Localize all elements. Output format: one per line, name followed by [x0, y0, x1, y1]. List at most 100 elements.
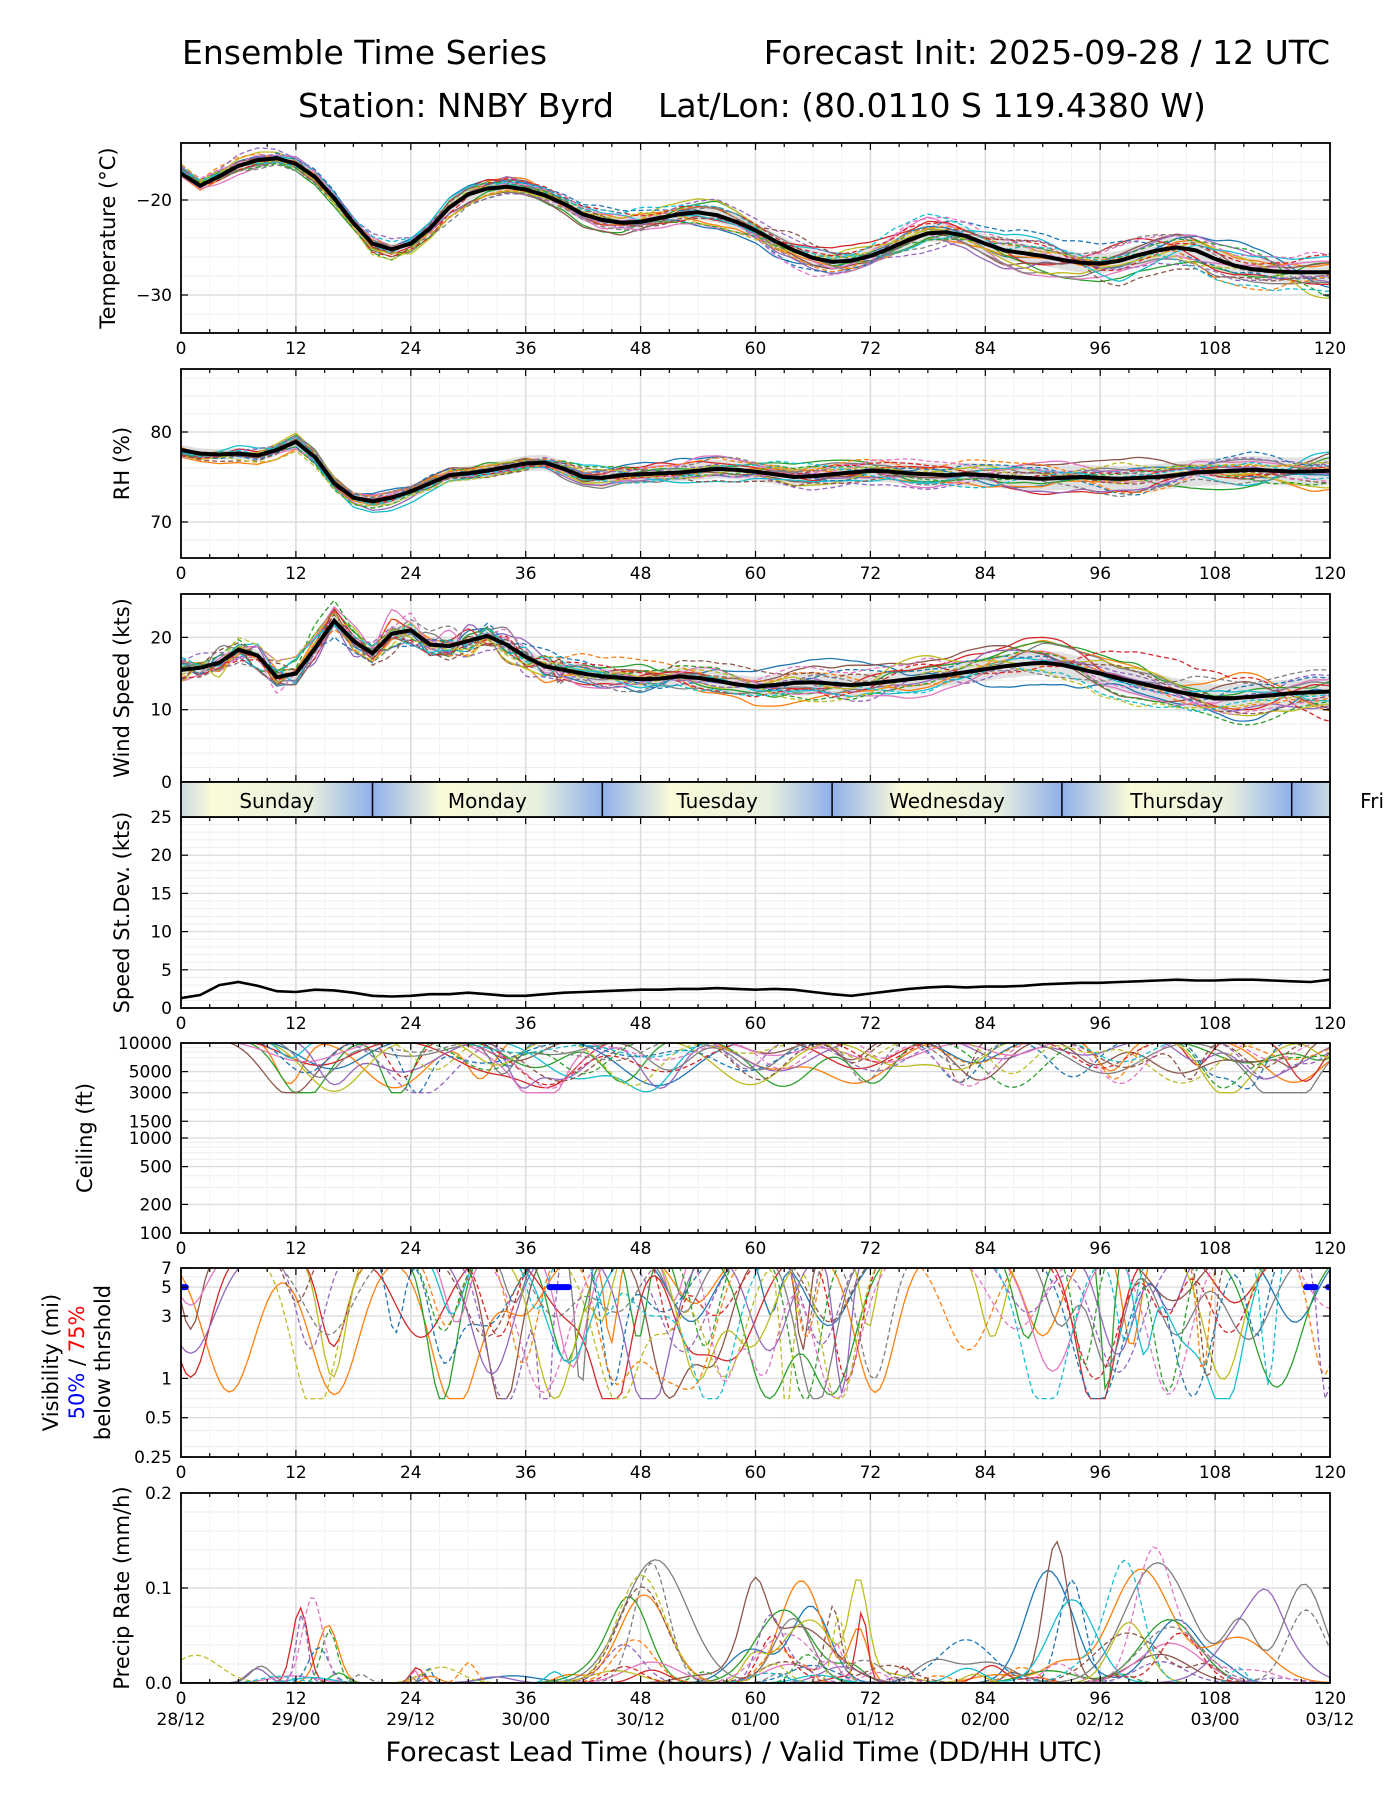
ensemble-mean-line [181, 439, 1330, 504]
y-tick-label: 3000 [129, 1084, 172, 1104]
y-tick-label: 1000 [129, 1129, 172, 1149]
x-tick-label: 72 [860, 1239, 882, 1259]
member-line [181, 613, 1330, 715]
valid-time-label: 02/12 [1076, 1710, 1125, 1730]
y-axis-label: Wind Speed (kts) [110, 598, 134, 778]
member-line [181, 160, 1330, 275]
x-tick-label: 84 [974, 1239, 996, 1259]
x-tick-label: 48 [630, 1689, 652, 1709]
y-axis-label-sub: below thrshold [91, 1285, 115, 1440]
x-tick-label: 84 [974, 1689, 996, 1709]
x-tick-label: 72 [860, 1463, 882, 1483]
title-left: Ensemble Time Series [182, 33, 547, 72]
member-line [410, 1268, 1330, 1400]
x-tick-label: 24 [400, 1689, 422, 1709]
y-axis-label: Ceiling (ft) [73, 1083, 97, 1193]
y-tick-label: 5 [161, 1278, 172, 1298]
member-line [379, 1268, 1277, 1400]
x-tick-label: 108 [1199, 1239, 1231, 1259]
series-line-std [181, 978, 1330, 1000]
day-cell [1061, 782, 1292, 817]
member-line [181, 605, 1330, 707]
member-line [181, 1562, 1330, 1683]
y-tick-label: 500 [140, 1158, 172, 1178]
day-label: Fri [1360, 789, 1384, 813]
ensemble-mean-line [181, 156, 1330, 275]
member-line [181, 608, 1330, 698]
member-line [181, 158, 1330, 287]
latlon-label: Lat/Lon: (80.0110 S 119.4380 W) [658, 86, 1206, 125]
member-line [468, 1268, 1267, 1382]
x-tick-label: 24 [400, 1463, 422, 1483]
y-tick-label: 70 [150, 513, 172, 533]
member-line [181, 159, 1330, 272]
x-tick-label: 12 [285, 564, 307, 584]
x-tick-label: 48 [630, 1014, 652, 1034]
x-tick-label: 120 [1314, 339, 1346, 359]
member-line [233, 1043, 1056, 1094]
member-line [181, 147, 1330, 282]
member-line [295, 1043, 1330, 1089]
x-tick-label: 0 [176, 564, 187, 584]
member-line [258, 1043, 1285, 1094]
member-line [491, 1268, 1330, 1400]
x-tick-label: 48 [630, 1239, 652, 1259]
day-bar: Sunday Monday Tuesday Wednesday Thursday Fri [180, 781, 1384, 818]
x-tick-label: 36 [515, 1463, 537, 1483]
x-tick-label: 0 [176, 1463, 187, 1483]
x-tick-label: 96 [1089, 1239, 1111, 1259]
x-tick-label: 84 [974, 1014, 996, 1034]
member-line [181, 154, 1330, 278]
panel-visibility: 0 12 24 36 48 60 72 84 96 108 120 0.25 0.5 1 3 57 Visibi… [39, 1259, 1346, 1483]
day-label: Thursday [1129, 789, 1223, 813]
y-tick-label: 0.2 [145, 1484, 172, 1504]
day-bar-cells [181, 782, 1330, 817]
member-line [181, 161, 1330, 292]
x-axis-label: Forecast Lead Time (hours) / Valid Time … [386, 1737, 1103, 1768]
panel-rh: 0 12 24 36 48 60 72 84 96 108 120 70 80 RH (%) [110, 368, 1346, 584]
day-cell [602, 782, 833, 817]
member-line [181, 1586, 1330, 1683]
x-tick-label: 60 [745, 564, 767, 584]
x-tick-label: 108 [1199, 1689, 1231, 1709]
y-axis-label: Precip Rate (mm/h) [110, 1486, 134, 1689]
valid-time-label: 29/12 [386, 1710, 435, 1730]
x-tick-label: 0 [176, 339, 187, 359]
plot-area-rh [181, 432, 1330, 514]
x-tick-label: 96 [1089, 1463, 1111, 1483]
y-tick-label: 80 [150, 423, 172, 443]
panel-wind_speed: 0 10 20 Wind Speed (kts) [110, 593, 1331, 793]
y-tick-label: 15 [150, 884, 172, 904]
grid-visibility [181, 1268, 1330, 1457]
member-line [181, 1559, 1330, 1683]
member-line [181, 1628, 1330, 1683]
member-line [265, 1043, 1330, 1094]
x-tick-label: 0 [176, 1014, 187, 1034]
member-line [181, 434, 1330, 504]
valid-time-label: 30/00 [501, 1710, 550, 1730]
x-tick-label: 24 [400, 564, 422, 584]
x-tick-label: 12 [285, 1689, 307, 1709]
x-tick-label: 36 [515, 339, 537, 359]
x-tick-label: 72 [860, 1689, 882, 1709]
panel-precip: 0 12 24 36 48 60 72 84 96 108 120 0.0 0.1 0.2 Precip R… [110, 1484, 1346, 1709]
member-line [181, 1611, 1330, 1683]
x-tick-label: 72 [860, 1014, 882, 1034]
pct-75: 75% [65, 1306, 89, 1353]
y-tick-label: −30 [136, 286, 172, 306]
valid-time-label: 02/00 [961, 1710, 1010, 1730]
day-label: Tuesday [676, 789, 759, 813]
valid-time-label: 30/12 [616, 1710, 665, 1730]
pct-50: 50% [65, 1373, 89, 1420]
x-tick-label: 36 [515, 1689, 537, 1709]
panel-temperature: 0 12 24 36 48 60 72 84 96 108 120 −30 −20 Temperature… [96, 142, 1346, 359]
member-line [250, 1043, 1330, 1089]
plot-area-ceiling [227, 1043, 1330, 1094]
valid-time-label: 28/12 [157, 1710, 206, 1730]
x-tick-label: 84 [974, 339, 996, 359]
y-tick-label: 1 [161, 1369, 172, 1389]
x-tick-label: 48 [630, 339, 652, 359]
grid-ceiling [181, 1043, 1330, 1233]
y-tick-label: 5000 [129, 1063, 172, 1083]
